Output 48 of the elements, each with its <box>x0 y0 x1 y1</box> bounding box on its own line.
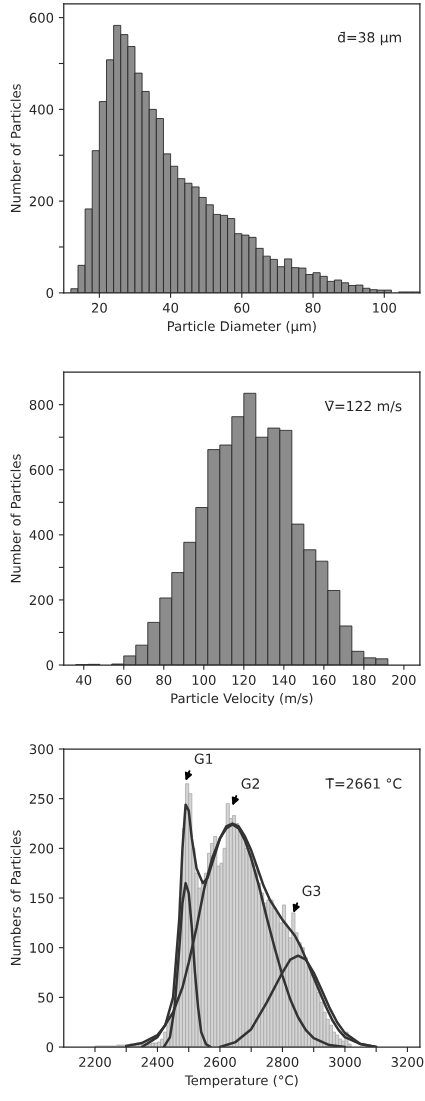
y-tick-label: 200 <box>29 196 54 207</box>
x-tick-label: 2200 <box>79 1057 111 1067</box>
y-axis-title: Number of Particles <box>10 84 21 212</box>
x-tick-label: 3000 <box>329 1057 361 1067</box>
y-tick-label: 100 <box>30 942 54 953</box>
x-tick-label: 140 <box>272 674 296 685</box>
x-tick-label: 160 <box>312 674 336 685</box>
y-tick-label: 0 <box>46 1042 54 1053</box>
annotation: V̄=122 m/s <box>324 400 402 413</box>
x-tick-label: 80 <box>305 302 321 313</box>
y-tick-label: 400 <box>29 530 54 541</box>
y-tick-label: 200 <box>29 843 54 854</box>
x-tick-label: 2800 <box>266 1057 299 1067</box>
x-tick-label: 200 <box>392 674 416 685</box>
x-tick-label: 100 <box>373 302 396 313</box>
x-tick-label: 120 <box>232 674 256 685</box>
annotation: G1 <box>194 753 213 764</box>
x-tick-label: 2600 <box>204 1057 236 1067</box>
y-tick-label: 50 <box>38 992 54 1003</box>
x-tick-label: 40 <box>162 302 179 313</box>
x-tick-label: 100 <box>192 674 216 685</box>
y-tick-label: 600 <box>29 12 54 23</box>
x-tick-label: 2400 <box>141 1057 174 1067</box>
x-tick-label: 40 <box>76 674 92 685</box>
y-tick-label: 150 <box>30 893 54 904</box>
x-axis-title: Temperature (°C) <box>184 1075 298 1088</box>
x-axis-title: Particle Velocity (m/s) <box>171 693 313 706</box>
y-axis-title: Numbers of Particles <box>10 830 21 966</box>
x-tick-label: 20 <box>91 302 107 313</box>
x-tick-label: 3200 <box>391 1057 424 1067</box>
y-tick-label: 800 <box>29 399 54 410</box>
annotation: T̄=2661 °C <box>325 778 402 789</box>
y-axis-title: Number of Particles <box>10 454 21 583</box>
x-tick-label: 60 <box>234 302 250 313</box>
annotation: G2 <box>241 778 259 789</box>
annotation: d̄=38 μm <box>337 31 401 46</box>
y-tick-label: 0 <box>46 660 54 671</box>
y-tick-label: 200 <box>29 595 54 606</box>
y-tick-label: 250 <box>29 793 54 804</box>
y-tick-label: 400 <box>29 104 54 115</box>
y-tick-label: 300 <box>29 744 54 755</box>
y-tick-label: 600 <box>29 464 54 475</box>
annotation: G3 <box>302 885 321 897</box>
x-axis-title: Particle Diameter (μm) <box>167 320 316 334</box>
x-tick-label: 60 <box>116 674 132 685</box>
x-tick-label: 80 <box>156 674 172 685</box>
x-tick-label: 180 <box>352 674 376 685</box>
y-tick-label: 0 <box>46 288 54 299</box>
